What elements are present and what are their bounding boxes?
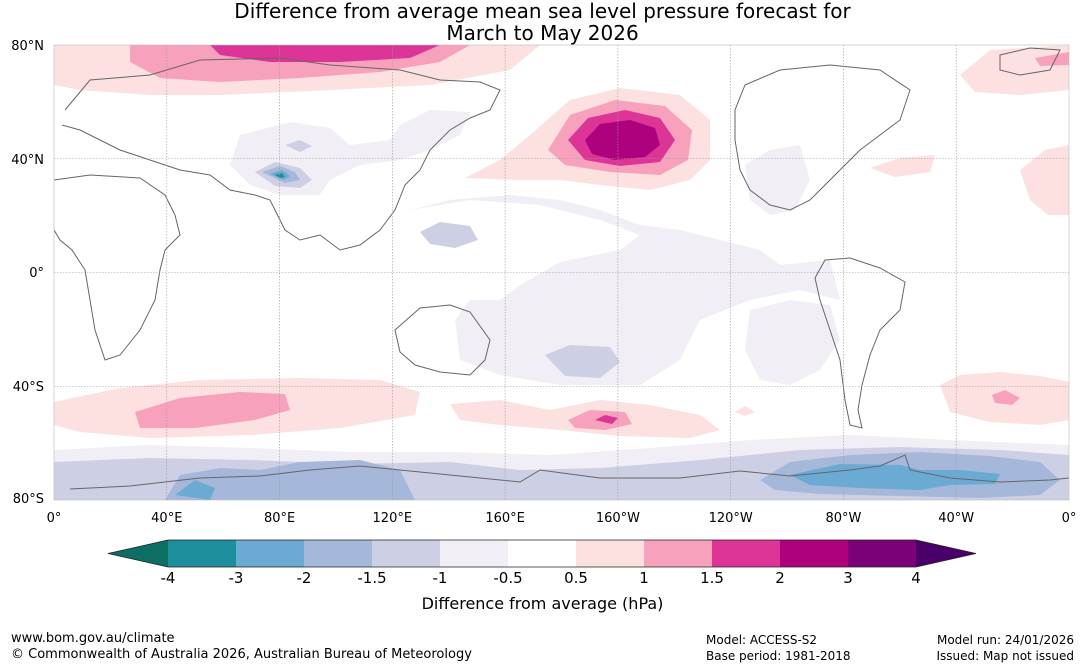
colorbar: -4 -3 -2 -1.5 -1 -0.5 0.5 1 1.5 2 3 4 [107, 539, 977, 587]
colorbar-segment [236, 540, 304, 567]
issued-status: Issued: Map not issued [936, 649, 1074, 663]
south-indian-positive-core [135, 392, 290, 428]
lon-label: 80°E [264, 511, 295, 526]
lat-label: 0° [29, 266, 44, 281]
copyright-text: © Commonwealth of Australia 2026, Austra… [11, 647, 472, 662]
model-run-date: Model run: 24/01/2026 [936, 633, 1074, 647]
colorbar-segment [780, 540, 848, 567]
lat-label: 80°S [13, 492, 44, 507]
colorbar-low-arrow [108, 540, 168, 567]
map-title-line1: Difference from average mean sea level p… [234, 0, 851, 23]
graticule [54, 45, 1069, 500]
coastlines [54, 47, 1069, 490]
colorbar-segment [508, 540, 576, 567]
colorbar-high-arrow [916, 540, 976, 567]
lon-label: 120°W [709, 511, 753, 526]
lon-label: 120°E [373, 511, 413, 526]
tibet-negative-4 [275, 173, 285, 178]
colorbar-segment [372, 540, 440, 567]
north-pacific-positive-4 [585, 120, 660, 160]
south-pacific-negative-core [545, 345, 620, 378]
colorbar-tick: 2 [775, 569, 785, 587]
pacific-negative-east [745, 300, 840, 385]
lat-label: 40°N [11, 153, 44, 168]
website-link[interactable]: www.bom.gov.au/climate [11, 631, 175, 646]
colorbar-segment [576, 540, 644, 567]
colorbar-tick: -4 [161, 569, 176, 587]
colorbar-tick: 3 [843, 569, 853, 587]
antarctic-negative-3-west [165, 460, 415, 500]
colorbar-tick: 1 [639, 569, 649, 587]
colorbar-tick: 1.5 [700, 569, 724, 587]
latitude-labels: 80°N 40°N 0° 40°S 80°S [11, 39, 44, 507]
map-title-line2: March to May 2026 [446, 21, 639, 45]
pacific-negative-region [410, 195, 840, 385]
lon-label: 0° [47, 511, 62, 526]
lon-label: 0° [1062, 511, 1077, 526]
lon-label: 160°W [596, 511, 640, 526]
colorbar-tick: 0.5 [564, 569, 588, 587]
arctic-positive-peak [210, 45, 440, 62]
longitude-labels: 0° 40°E 80°E 120°E 160°E 160°W 120°W 80°… [47, 511, 1077, 526]
map-frame [53, 44, 1070, 501]
lat-label: 80°N [11, 39, 44, 54]
colorbar-tick: -1.5 [357, 569, 386, 587]
antarctic-negative-4-west [175, 480, 215, 500]
asia-negative-small [285, 140, 312, 152]
colorbar-tick: -1 [433, 569, 448, 587]
colorbar-tick: -2 [297, 569, 312, 587]
arctic-positive-east-core [1035, 52, 1069, 66]
model-name: Model: ACCESS-S2 [706, 633, 818, 647]
colorbar-segment [848, 540, 916, 567]
south-pacific-positive-peak [595, 415, 618, 424]
colorbar-tick: 4 [911, 569, 921, 587]
colorbar-title: Difference from average (hPa) [421, 594, 664, 613]
colorbar-tick: -0.5 [493, 569, 522, 587]
south-atlantic-positive-core [992, 390, 1020, 405]
colorbar-segment [168, 540, 236, 567]
lat-label: 40°S [13, 380, 44, 395]
colorbar-segment [440, 540, 508, 567]
small-positive-patch [735, 406, 755, 416]
colorbar-segment [712, 540, 780, 567]
colorbar-tick: -3 [229, 569, 244, 587]
lon-label: 160°E [485, 511, 525, 526]
pacific-negative-north [745, 145, 810, 215]
west-pacific-negative-core [420, 222, 478, 248]
colorbar-segment [644, 540, 712, 567]
lon-label: 40°E [151, 511, 182, 526]
colorbar-segment [304, 540, 372, 567]
north-atlantic-positive [870, 155, 935, 177]
anomaly-field [54, 45, 1069, 500]
lon-label: 40°W [938, 511, 974, 526]
east-atlantic-positive [1020, 145, 1069, 215]
base-period: Base period: 1981-2018 [706, 649, 851, 663]
lon-label: 80°W [825, 511, 861, 526]
